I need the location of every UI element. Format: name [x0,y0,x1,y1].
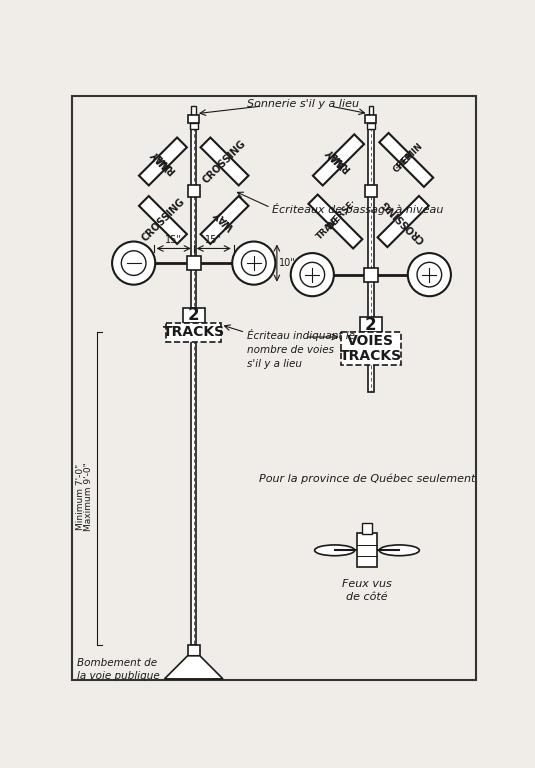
Polygon shape [378,196,429,247]
Text: RAIL: RAIL [328,150,353,174]
FancyBboxPatch shape [72,96,476,680]
Text: CROSSING: CROSSING [380,198,427,245]
Circle shape [300,263,325,287]
Polygon shape [164,656,223,679]
FancyBboxPatch shape [369,106,373,115]
Circle shape [291,253,334,296]
Circle shape [408,253,451,296]
Circle shape [121,251,146,276]
Text: 10": 10" [279,258,296,268]
Text: TRACKS: TRACKS [340,349,402,362]
Text: Feux vus
de côté: Feux vus de côté [342,579,392,602]
FancyBboxPatch shape [357,532,377,568]
Text: TRACKS: TRACKS [163,326,225,339]
Text: CHEMIN: CHEMIN [392,141,425,174]
FancyBboxPatch shape [192,106,196,115]
Polygon shape [139,196,187,244]
Text: Écriteau indiquant le
nombre de voies
s'il y a lieu: Écriteau indiquant le nombre de voies s'… [247,329,355,369]
FancyBboxPatch shape [360,317,381,333]
FancyBboxPatch shape [365,115,376,123]
Text: DE: DE [326,216,341,231]
FancyBboxPatch shape [368,115,373,392]
FancyBboxPatch shape [364,268,378,282]
Circle shape [417,263,442,287]
FancyBboxPatch shape [190,123,197,129]
Text: CROSSING: CROSSING [140,197,186,243]
Polygon shape [139,137,187,185]
Text: ·FER: ·FER [394,151,415,173]
FancyBboxPatch shape [362,523,372,534]
Circle shape [241,251,266,276]
Text: CROSSING: CROSSING [201,138,248,185]
Text: 15": 15" [165,235,182,246]
Ellipse shape [315,545,355,556]
FancyBboxPatch shape [188,184,200,197]
Polygon shape [379,133,433,187]
Text: WAY: WAY [149,147,173,171]
FancyBboxPatch shape [188,115,199,123]
FancyBboxPatch shape [188,645,200,656]
Text: 15": 15" [205,235,222,246]
Polygon shape [201,137,248,185]
Circle shape [112,242,155,285]
Text: Minimum 7'-0": Minimum 7'-0" [76,463,85,529]
Text: WAY: WAY [212,208,236,232]
FancyBboxPatch shape [191,115,196,645]
Polygon shape [309,194,362,249]
Circle shape [232,242,276,285]
FancyBboxPatch shape [367,123,374,129]
Text: 2: 2 [188,306,200,324]
Text: Maximum 9'-0": Maximum 9'-0" [84,462,93,531]
Text: Bombement de
la voie publique: Bombement de la voie publique [78,658,160,681]
Polygon shape [201,196,248,244]
FancyBboxPatch shape [183,308,204,323]
Text: Pour la province de Québec seulement: Pour la province de Québec seulement [259,473,475,484]
Text: Sonnerie s'il y a lieu: Sonnerie s'il y a lieu [247,100,359,110]
Text: WAY: WAY [325,146,349,170]
Text: 2: 2 [365,316,377,334]
Text: Écriteaux de passage à niveau: Écriteaux de passage à niveau [272,204,444,215]
Text: TRAVERSE·: TRAVERSE· [316,197,359,241]
FancyBboxPatch shape [187,257,201,270]
Polygon shape [313,134,364,186]
FancyBboxPatch shape [365,184,377,197]
Text: VOIES: VOIES [347,334,394,349]
FancyBboxPatch shape [166,323,221,342]
FancyBboxPatch shape [341,333,401,365]
Ellipse shape [379,545,419,556]
Text: RAIL: RAIL [152,151,177,176]
